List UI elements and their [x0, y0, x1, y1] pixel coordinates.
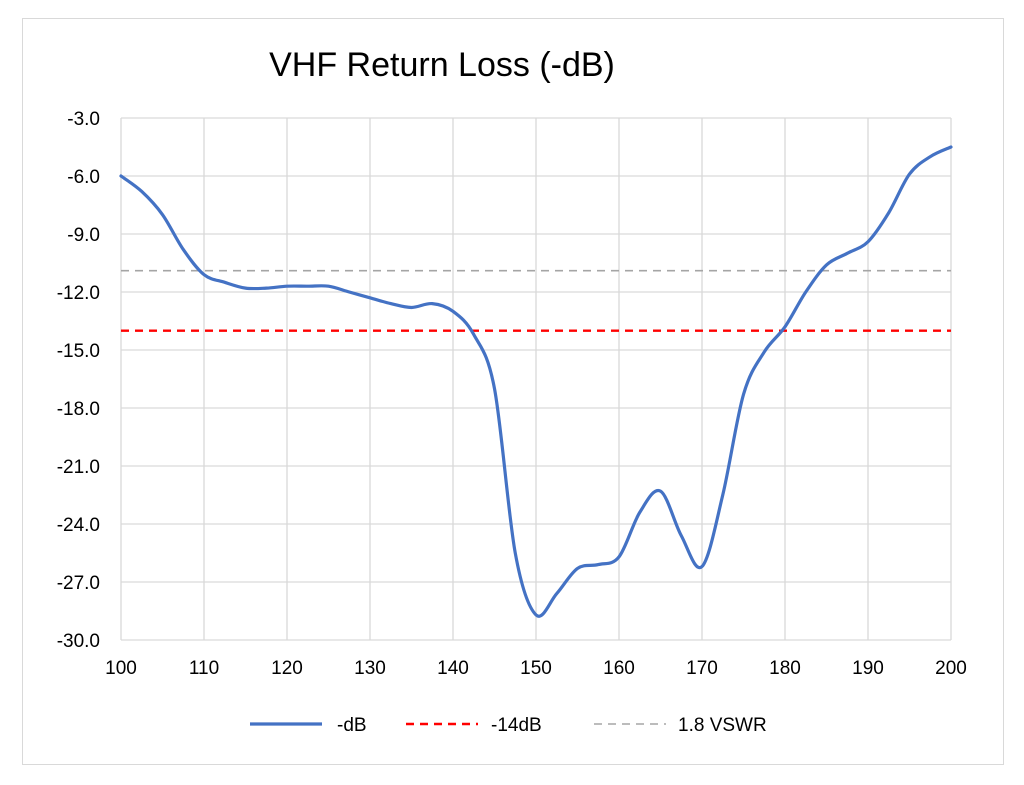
y-tick-label: -3.0 [67, 109, 100, 130]
series-lines [119, 145, 953, 618]
y-tick-label: -15.0 [57, 341, 100, 362]
legend-label: -14dB [491, 715, 542, 736]
x-tick-label: 180 [769, 658, 801, 679]
x-tick-label: 160 [603, 658, 635, 679]
y-tick-label: -18.0 [57, 399, 100, 420]
x-tick-label: 140 [437, 658, 469, 679]
x-tick-label: 150 [520, 658, 552, 679]
legend-label: 1.8 VSWR [678, 715, 767, 736]
x-tick-label: 100 [105, 658, 137, 679]
grid [120, 117, 952, 641]
chart-frame: VHF Return Loss (-dB) 100 110 120 130 140 150… [22, 18, 1004, 765]
y-tick-label: -6.0 [67, 167, 100, 188]
chart-title: VHF Return Loss (-dB) [269, 46, 615, 84]
x-tick-label: 110 [189, 658, 219, 679]
y-tick-label: -9.0 [67, 225, 100, 246]
y-tick-label: -12.0 [57, 283, 100, 304]
legend: -dB -14dB 1.8 VSWR [250, 715, 767, 736]
tick-labels: 100 110 120 130 140 150 160 170 180 190 200 -3.0 -6.… [57, 109, 967, 679]
y-tick-label: -30.0 [57, 631, 100, 652]
x-tick-label: 120 [271, 658, 303, 679]
x-tick-label: 130 [354, 658, 386, 679]
series-line-db [119, 145, 953, 618]
x-tick-label: 190 [852, 658, 884, 679]
y-tick-label: -27.0 [57, 573, 100, 594]
x-tick-label: 200 [935, 658, 967, 679]
y-tick-label: -21.0 [57, 457, 100, 478]
x-tick-label: 170 [686, 658, 718, 679]
legend-label: -dB [337, 715, 367, 736]
y-tick-label: -24.0 [57, 515, 100, 536]
line-chart: VHF Return Loss (-dB) 100 110 120 130 140 150… [57, 46, 967, 736]
